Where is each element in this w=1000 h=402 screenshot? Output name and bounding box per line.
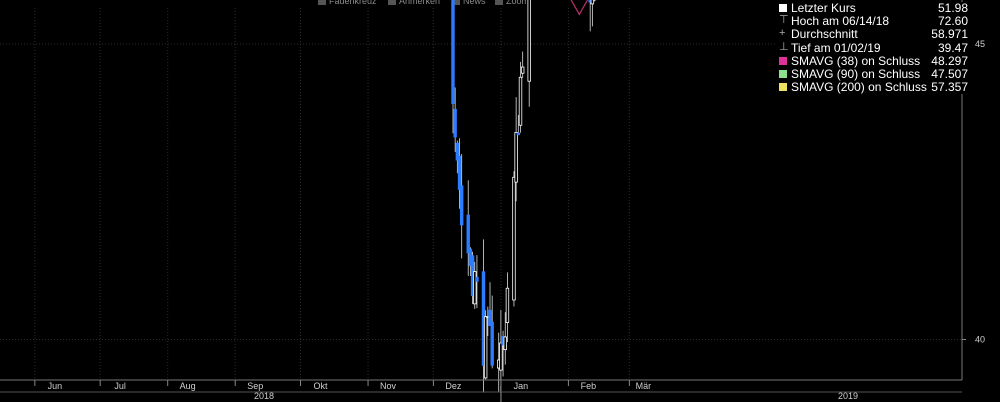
x-tick-label: Sep (247, 381, 263, 391)
candle-body (483, 316, 488, 379)
toolbar-label: Zoom (506, 0, 530, 6)
legend-value: 48.297 (931, 53, 968, 68)
candle-body (516, 132, 521, 136)
candle-body (473, 271, 477, 305)
x-tick-label: Nov (380, 381, 397, 391)
candle-body (455, 142, 460, 161)
candle-body (457, 155, 462, 190)
candle-body (518, 76, 523, 126)
legend-label: Letzter Kurs (791, 1, 856, 15)
legend-label: Hoch am 06/14/18 (791, 14, 890, 29)
toolbar-label: Anmerken (399, 0, 441, 6)
candle-body (520, 66, 525, 74)
sma38-line (570, 0, 589, 16)
candle-body (512, 176, 516, 301)
toolbar-news-button[interactable]: News (452, 0, 486, 6)
toolbar-fadenkreuz-button[interactable]: Fadenkreuz (318, 0, 377, 6)
y-tick-label: 45 (975, 39, 985, 49)
legend-row: SMAVG (200) on Schluss 57.357 (777, 80, 970, 95)
crosshair-icon (318, 0, 326, 5)
legend-value: 47.507 (931, 66, 968, 81)
candle-body (590, 0, 595, 5)
legend-swatch (779, 83, 787, 92)
candle-body (453, 108, 457, 138)
candle-body (451, 0, 455, 104)
x-tick-label: Okt (314, 381, 329, 391)
legend-row: + Durchschnitt 58.971 (777, 27, 970, 42)
legend-value: 57.357 (931, 80, 968, 95)
sma38-layer (570, 0, 589, 16)
legend-row: SMAVG (90) on Schluss 47.507 (777, 66, 970, 81)
y-tick-label: 40 (975, 335, 985, 345)
annotate-icon (388, 0, 396, 5)
legend-row: SMAVG (38) on Schluss 48.297 (777, 53, 970, 68)
candle-body (527, 0, 531, 82)
legend-marker-icon: + (779, 27, 786, 40)
x-tick-label: Feb (581, 381, 597, 391)
legend-marker-icon: ⊤ (779, 14, 789, 27)
legend: Letzter Kurs 51.98 ⊤ Hoch am 06/14/18 72.60 +… (777, 1, 970, 95)
candle-body (488, 309, 492, 326)
candle-body (490, 321, 494, 366)
news-icon (452, 0, 460, 5)
x-tick-label: Mär (636, 381, 652, 391)
legend-row: ⊥ Tief am 01/02/19 39.47 (777, 40, 970, 55)
candle-body (503, 336, 507, 351)
legend-value: 51.98 (937, 1, 968, 15)
x-tick-label: Jan (514, 381, 529, 391)
legend-label: SMAVG (90) on Schluss (791, 66, 921, 81)
candle-body (459, 185, 464, 226)
legend-value: 39.47 (937, 40, 968, 55)
toolbar-zoom-button[interactable]: Zoom (495, 0, 529, 6)
legend-swatch (779, 4, 787, 12)
chart-toolbar: Fadenkreuz Anmerken News Zoom (0, 0, 1000, 8)
candle-body (505, 287, 510, 323)
x-tick-label: Jul (114, 381, 126, 391)
toolbar-anmerken-button[interactable]: Anmerken (388, 0, 440, 6)
legend-label: SMAVG (200) on Schluss (791, 80, 927, 95)
legend-swatch (779, 56, 787, 65)
year-label-2019: 2019 (838, 391, 858, 401)
candle-body (588, 0, 592, 3)
legend-label: Durchschnitt (791, 27, 858, 42)
x-tick-label: Jun (48, 381, 63, 391)
zoom-icon (495, 0, 503, 5)
legend-label: SMAVG (38) on Schluss (791, 53, 921, 68)
year-label-2018: 2018 (254, 391, 274, 401)
toolbar-label: Fadenkreuz (329, 0, 377, 6)
toolbar-label: News (463, 0, 486, 6)
candles-layer (451, 0, 597, 402)
candle-body (499, 342, 503, 371)
x-tick-label: Dez (445, 381, 462, 391)
legend-value: 58.971 (931, 27, 968, 42)
candle-body (514, 132, 518, 183)
legend-value: 72.60 (937, 14, 968, 29)
legend-row: ⊤ Hoch am 06/14/18 72.60 (777, 14, 970, 29)
legend-row: Letzter Kurs 51.98 (777, 1, 970, 15)
legend-label: Tief am 01/02/19 (791, 40, 881, 55)
candle-body (475, 276, 479, 282)
candle-body (466, 214, 470, 254)
legend-swatch (779, 69, 787, 78)
x-tick-label: Aug (180, 381, 196, 391)
legend-marker-icon: ⊥ (779, 40, 789, 53)
